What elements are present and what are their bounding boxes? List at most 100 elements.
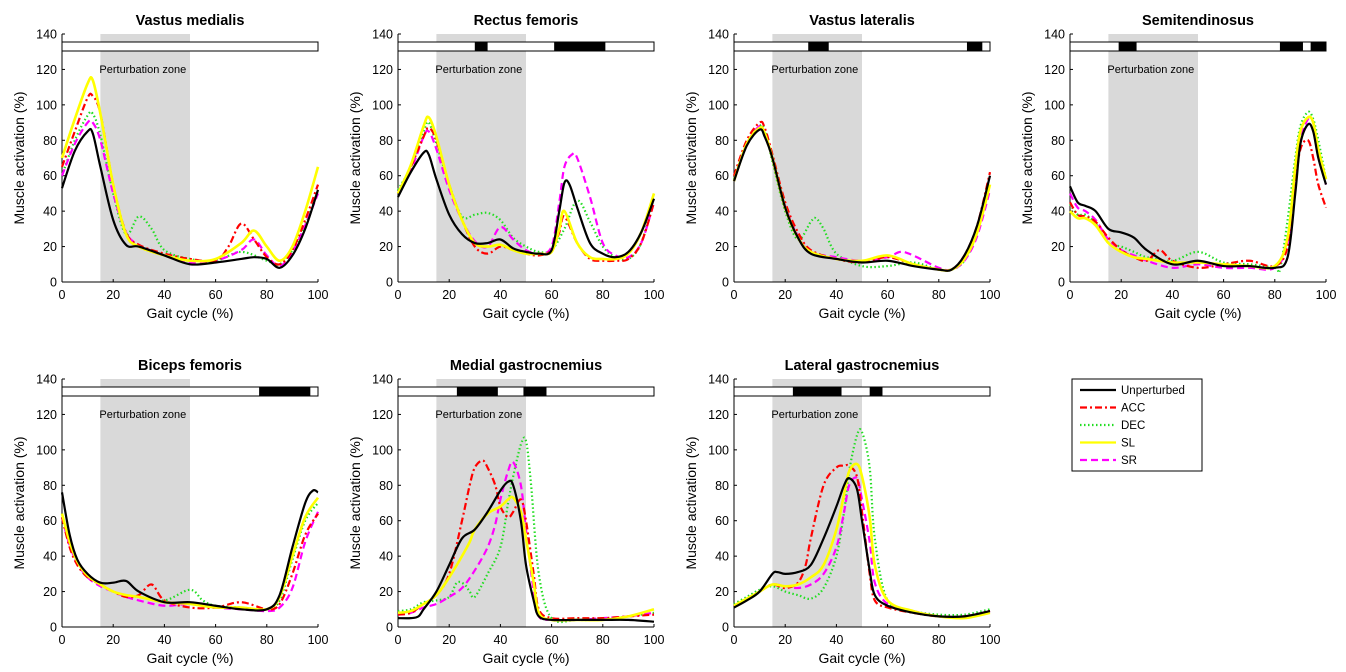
y-tick-label: 20 xyxy=(379,240,393,254)
x-tick-label: 20 xyxy=(106,288,120,302)
x-tick-label: 20 xyxy=(778,288,792,302)
y-tick-label: 100 xyxy=(372,98,393,112)
y-tick-label: 0 xyxy=(386,621,393,635)
significance-bar xyxy=(966,42,983,51)
y-tick-label: 140 xyxy=(1044,28,1065,42)
y-tick-label: 80 xyxy=(1051,134,1065,148)
y-tick-label: 100 xyxy=(708,443,729,457)
y-tick-label: 140 xyxy=(36,28,57,42)
perturbation-zone xyxy=(1108,34,1198,282)
legend-label-acc: ACC xyxy=(1121,403,1145,415)
y-tick-label: 80 xyxy=(715,134,729,148)
x-tick-label: 100 xyxy=(308,633,329,647)
y-tick-label: 0 xyxy=(722,276,729,290)
y-tick-label: 80 xyxy=(43,479,57,493)
y-tick-label: 120 xyxy=(708,408,729,422)
legend-label-unperturbed: Unperturbed xyxy=(1121,385,1185,397)
perturbation-zone xyxy=(436,34,526,282)
y-tick-label: 120 xyxy=(1044,63,1065,77)
series-line-unperturbed xyxy=(732,128,992,272)
x-tick-label: 20 xyxy=(442,633,456,647)
significance-strip xyxy=(397,41,655,52)
y-tick-label: 0 xyxy=(386,276,393,290)
y-axis-label: Muscle activation (%) xyxy=(683,91,699,224)
x-tick-label: 80 xyxy=(932,288,946,302)
x-axis-label: Gait cycle (%) xyxy=(146,650,233,666)
series-line-acc xyxy=(60,92,320,266)
y-tick-label: 80 xyxy=(715,479,729,493)
series-line-sl xyxy=(396,115,656,261)
perturbation-zone-label: Perturbation zone xyxy=(435,409,522,421)
x-tick-label: 20 xyxy=(778,633,792,647)
significance-bar xyxy=(1310,42,1326,51)
series-line-unperturbed xyxy=(1069,122,1328,270)
legend-label-dec: DEC xyxy=(1121,420,1145,432)
perturbation-zone-label: Perturbation zone xyxy=(771,409,858,421)
y-tick-label: 60 xyxy=(715,514,729,528)
series-line-dec xyxy=(397,436,655,624)
panel-vastus-medialis: Perturbation zone 0 20 40 60 80 100 120 140 0 20 40… xyxy=(11,13,328,321)
x-tick-label: 20 xyxy=(106,633,120,647)
significance-strip xyxy=(733,41,991,52)
perturbation-zone-label: Perturbation zone xyxy=(771,64,858,76)
x-tick-label: 20 xyxy=(1114,288,1128,302)
x-tick-label: 80 xyxy=(1268,288,1282,302)
y-tick-label: 100 xyxy=(36,98,57,112)
x-tick-label: 0 xyxy=(59,633,66,647)
panel-vastus-lateralis: Perturbation zone 0 20 40 60 80 100 120 140 0 20 40… xyxy=(683,13,1000,321)
y-tick-label: 140 xyxy=(372,28,393,42)
x-tick-label: 40 xyxy=(493,633,507,647)
x-tick-label: 40 xyxy=(829,633,843,647)
panel-title: Vastus medialis xyxy=(136,13,245,29)
y-tick-label: 120 xyxy=(36,408,57,422)
perturbation-zone-label: Perturbation zone xyxy=(435,64,522,76)
series-line-sr xyxy=(60,119,320,268)
panel-title: Biceps femoris xyxy=(138,358,242,374)
x-tick-label: 100 xyxy=(980,288,1001,302)
series-line-acc xyxy=(397,459,655,620)
x-tick-label: 40 xyxy=(829,288,843,302)
y-tick-label: 80 xyxy=(43,134,57,148)
y-tick-label: 60 xyxy=(379,514,393,528)
significance-bar xyxy=(259,387,311,396)
x-tick-label: 60 xyxy=(545,633,559,647)
y-axis-label: Muscle activation (%) xyxy=(11,436,27,569)
series-line-dec xyxy=(397,120,656,262)
perturbation-zone-label: Perturbation zone xyxy=(1107,64,1194,76)
x-tick-label: 100 xyxy=(1316,288,1337,302)
y-tick-label: 20 xyxy=(43,585,57,599)
series-line-unperturbed xyxy=(397,479,655,623)
y-tick-label: 20 xyxy=(715,585,729,599)
series-line-unperturbed xyxy=(397,149,656,259)
y-tick-label: 60 xyxy=(43,514,57,528)
y-tick-label: 100 xyxy=(372,443,393,457)
perturbation-zone xyxy=(772,34,862,282)
y-axis-label: Muscle activation (%) xyxy=(347,91,363,224)
series-line-acc xyxy=(1069,138,1328,269)
x-tick-label: 0 xyxy=(731,288,738,302)
significance-strip xyxy=(733,386,991,397)
y-tick-label: 20 xyxy=(379,585,393,599)
panel-semitendinosus: Perturbation zone 0 20 40 60 80 100 120 140 0 20 40… xyxy=(1019,13,1336,321)
y-tick-label: 20 xyxy=(1051,240,1065,254)
panel-title: Medial gastrocnemius xyxy=(450,358,602,374)
significance-bar xyxy=(792,387,842,396)
perturbation-zone xyxy=(100,34,190,282)
y-axis-label: Muscle activation (%) xyxy=(347,436,363,569)
y-tick-label: 40 xyxy=(379,550,393,564)
significance-bar xyxy=(1118,42,1137,51)
significance-bar xyxy=(808,42,829,51)
y-tick-label: 140 xyxy=(708,28,729,42)
panel-title: Vastus lateralis xyxy=(809,13,915,29)
y-axis-label: Muscle activation (%) xyxy=(11,91,27,224)
x-tick-label: 60 xyxy=(209,288,223,302)
y-tick-label: 120 xyxy=(372,408,393,422)
panel-medial-gastrocnemius: Perturbation zone 0 20 40 60 80 100 120 140 0 20 40… xyxy=(347,358,664,666)
series-line-unperturbed xyxy=(60,127,320,269)
x-axis-label: Gait cycle (%) xyxy=(818,305,905,321)
y-tick-label: 40 xyxy=(43,550,57,564)
y-tick-label: 80 xyxy=(379,479,393,493)
perturbation-zone-label: Perturbation zone xyxy=(99,409,186,421)
x-tick-label: 40 xyxy=(157,288,171,302)
